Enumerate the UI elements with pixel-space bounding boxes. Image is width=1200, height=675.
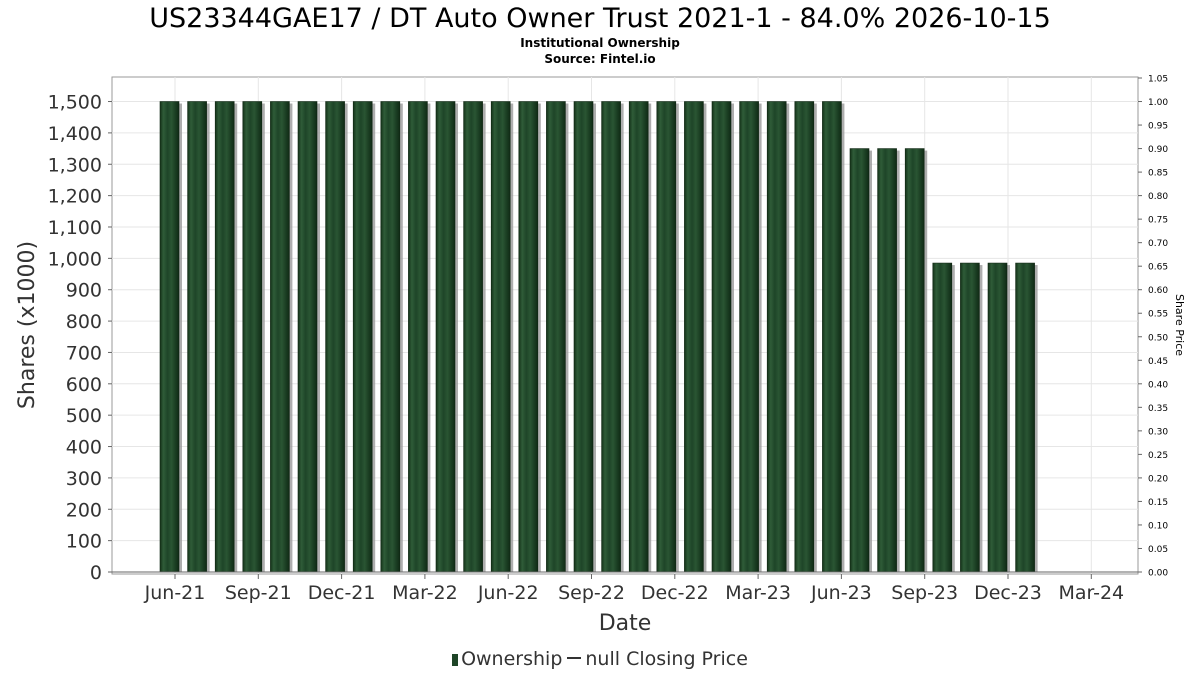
y2-tick-label: 1.05 (1148, 75, 1168, 85)
y-tick-label: 100 (66, 531, 102, 553)
ownership-bar (932, 262, 953, 573)
y-tick-label: 200 (66, 499, 102, 521)
ownership-bar (159, 101, 180, 573)
y2-tick-label: 0.25 (1148, 451, 1168, 461)
bars-layer (159, 101, 1038, 573)
ownership-bar (849, 148, 870, 573)
y-tick-label: 1,200 (48, 186, 102, 208)
ownership-bar (877, 148, 897, 573)
ownership-bar (601, 101, 621, 573)
y-tick-label: 1,300 (48, 154, 102, 176)
y-tick-label: 700 (66, 342, 102, 364)
y-tick-label: 0 (90, 562, 102, 584)
y-axis-label: Shares (x1000) (15, 241, 40, 409)
y-tick-label: 300 (66, 468, 102, 490)
ownership-bar (987, 262, 1008, 573)
ownership-bar (242, 101, 263, 573)
legend-ownership-label: Ownership (461, 648, 563, 670)
x-tick-label: Sep-22 (558, 582, 625, 604)
y2-tick-label: 0.55 (1148, 310, 1168, 320)
ownership-bar (739, 101, 759, 573)
y2-tick-label: 0.50 (1148, 333, 1168, 343)
ownership-bar (656, 101, 677, 573)
ownership-bar (546, 101, 566, 573)
ownership-bar (297, 101, 318, 573)
x-tick-label: Dec-23 (974, 582, 1042, 604)
y2-tick-label: 0.85 (1148, 169, 1168, 179)
ownership-bar (380, 101, 401, 573)
ownership-bar (822, 101, 842, 573)
axis-layer: 0 100 200 300 400 500 600 700 800 900 1,000 1,100 1,… (48, 75, 1169, 605)
x-tick-label: Jun-22 (477, 582, 539, 604)
y-tick-label: 500 (66, 405, 102, 427)
plot-area (111, 76, 1139, 575)
y2-tick-label: 0.75 (1148, 216, 1168, 226)
ownership-bar (960, 262, 980, 573)
x-tick-label: Sep-23 (891, 582, 958, 604)
ownership-bar (684, 101, 704, 573)
ownership-bar (187, 101, 207, 573)
y-tick-label: 900 (66, 280, 102, 302)
x-tick-label: Dec-22 (641, 582, 709, 604)
legend-price-label: null Closing Price (585, 648, 748, 670)
ownership-bar (325, 101, 345, 573)
y2-tick-label: 0.40 (1148, 380, 1168, 390)
y-tick-label: 1,100 (48, 217, 102, 239)
ownership-bar (463, 101, 483, 573)
ownership-bar (408, 101, 428, 573)
x-tick-label: Mar-24 (1058, 582, 1124, 604)
y-tick-label: 1,500 (48, 92, 102, 114)
ownership-bar (518, 101, 539, 573)
y-tick-label: 600 (66, 374, 102, 396)
y2-axis-label: Share Price (1173, 294, 1186, 356)
x-tick-label: Mar-23 (725, 582, 791, 604)
y2-tick-label: 0.60 (1148, 286, 1168, 296)
y2-tick-label: 0.45 (1148, 357, 1168, 367)
ownership-bar (766, 101, 787, 573)
x-tick-label: Mar-22 (392, 582, 458, 604)
y2-tick-label: 0.95 (1148, 122, 1168, 132)
y2-tick-label: 0.35 (1148, 404, 1168, 414)
y2-tick-label: 0.20 (1148, 474, 1168, 484)
x-tick-label: Sep-21 (225, 582, 292, 604)
ownership-bar (270, 101, 290, 573)
y-tick-label: 400 (66, 437, 102, 459)
y2-tick-label: 0.70 (1148, 239, 1168, 249)
y2-tick-label: 0.15 (1148, 498, 1168, 508)
legend-ownership-swatch (452, 654, 459, 666)
ownership-bar (214, 101, 235, 573)
y2-tick-label: 0.00 (1148, 569, 1168, 579)
ownership-bar (490, 101, 511, 573)
ownership-bar (711, 101, 732, 573)
y2-tick-label: 0.65 (1148, 263, 1168, 273)
y2-tick-label: 0.90 (1148, 145, 1168, 155)
x-axis-label: Date (599, 611, 652, 636)
ownership-bar (628, 101, 649, 573)
ownership-bar (435, 101, 456, 573)
chart-source: Source: Fintel.io (544, 52, 656, 66)
chart-title: US23344GAE17 / DT Auto Owner Trust 2021-… (149, 3, 1051, 34)
x-tick-label: Jun-21 (144, 582, 206, 604)
y2-tick-label: 1.00 (1148, 98, 1168, 108)
ownership-bar (573, 101, 594, 573)
chart-subtitle: Institutional Ownership (520, 36, 680, 50)
y-tick-label: 1,400 (48, 123, 102, 145)
y2-tick-label: 0.30 (1148, 427, 1168, 437)
ownership-bar (352, 101, 373, 573)
ownership-bar (1015, 262, 1035, 573)
y-tick-label: 800 (66, 311, 102, 333)
legend-price-swatch (567, 657, 582, 659)
y-tick-label: 1,000 (48, 248, 102, 270)
x-tick-label: Jun-23 (810, 582, 872, 604)
y2-tick-label: 0.05 (1148, 545, 1168, 555)
ownership-bar (794, 101, 815, 573)
x-tick-label: Dec-21 (308, 582, 376, 604)
y2-tick-label: 0.10 (1148, 521, 1168, 531)
legend: Ownership null Closing Price (0, 646, 1200, 672)
ownership-bar (904, 148, 925, 573)
y2-tick-label: 0.80 (1148, 192, 1168, 202)
